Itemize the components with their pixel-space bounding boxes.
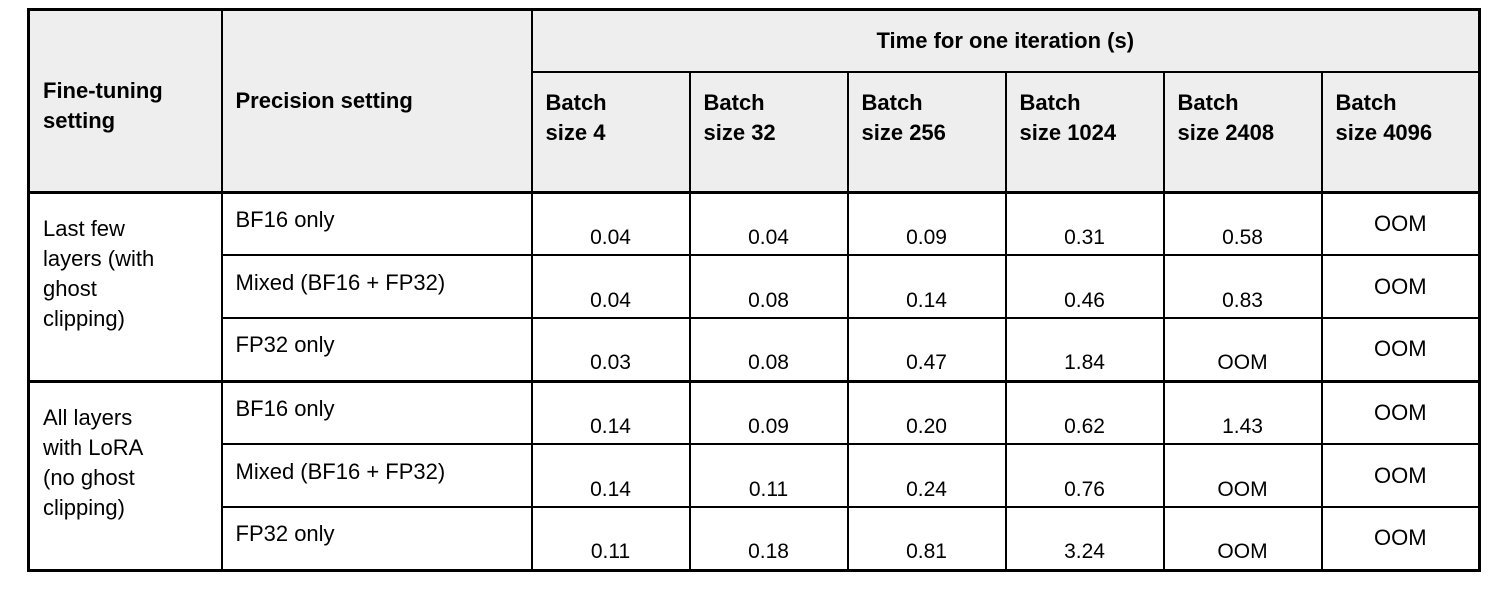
- value-cell: OOM: [1162, 443, 1323, 508]
- value-cell: 0.58: [1162, 190, 1323, 256]
- value-cell: 0.76: [1004, 443, 1165, 508]
- value-cell: 0.04: [530, 254, 691, 319]
- value-cell: 0.20: [846, 379, 1007, 445]
- header-batch-size-4: Batch size 4: [530, 71, 691, 193]
- precision-cell: FP32 only: [220, 317, 533, 382]
- header-batch-size-32: Batch size 32: [688, 71, 849, 193]
- value-cell: 1.43: [1162, 379, 1323, 445]
- value-cell: 0.08: [688, 254, 849, 319]
- value-cell: 1.84: [1004, 317, 1165, 382]
- group-setting-all-layers-lora: All layers with LoRA (no ghost clipping): [27, 379, 223, 571]
- value-cell: 0.24: [846, 443, 1007, 508]
- timing-table: Fine-tuning setting Precision setting Ti…: [27, 8, 1482, 572]
- table-row: Last few layers (with ghost clipping) BF…: [27, 190, 1481, 382]
- header-fine-tuning-setting: Fine-tuning setting: [27, 8, 223, 193]
- value-cell: 0.47: [846, 317, 1007, 382]
- value-cell: 0.62: [1004, 379, 1165, 445]
- group-setting-last-few-layers: Last few layers (with ghost clipping): [27, 190, 223, 382]
- value-cell: OOM: [1320, 254, 1481, 319]
- value-cell: 0.09: [688, 379, 849, 445]
- table-row: Batch size 4 Batch size 32 Batch size 25…: [29, 71, 1481, 193]
- value-cell: 0.11: [530, 506, 691, 571]
- value-cell: 0.14: [530, 379, 691, 445]
- value-cell: OOM: [1320, 317, 1481, 382]
- header-precision-setting: Precision setting: [220, 8, 533, 193]
- precision-cell: BF16 only: [220, 190, 533, 256]
- table-row: Mixed (BF16 + FP32) 0.14 0.11 0.24 0.76 …: [29, 443, 1481, 508]
- value-cell: 0.08: [688, 317, 849, 382]
- table-row: FP32 only 0.11 0.18 0.81 3.24 OOM OOM: [29, 506, 1481, 571]
- value-cell: 0.04: [530, 190, 691, 256]
- precision-cell: FP32 only: [220, 506, 533, 571]
- value-cell: 0.04: [688, 190, 849, 256]
- table-row: Mixed (BF16 + FP32) 0.04 0.08 0.14 0.46 …: [29, 254, 1481, 319]
- precision-cell: BF16 only: [220, 379, 533, 445]
- value-cell: OOM: [1162, 506, 1323, 571]
- value-cell: 3.24: [1004, 506, 1165, 571]
- header-batch-size-1024: Batch size 1024: [1004, 71, 1165, 193]
- value-cell: 0.11: [688, 443, 849, 508]
- value-cell: 0.09: [846, 190, 1007, 256]
- precision-cell: Mixed (BF16 + FP32): [220, 254, 533, 319]
- value-cell: OOM: [1320, 443, 1481, 508]
- table-container: Fine-tuning setting Precision setting Ti…: [27, 8, 1482, 572]
- value-cell: 0.14: [846, 254, 1007, 319]
- value-cell: OOM: [1320, 506, 1481, 571]
- value-cell: 0.31: [1004, 190, 1165, 256]
- value-cell: 0.18: [688, 506, 849, 571]
- header-batch-size-256: Batch size 256: [846, 71, 1007, 193]
- header-time-for-one-iteration: Time for one iteration (s): [530, 8, 1481, 73]
- value-cell: OOM: [1320, 379, 1481, 445]
- value-cell: 0.03: [530, 317, 691, 382]
- header-batch-size-2408: Batch size 2408: [1162, 71, 1323, 193]
- value-cell: 0.81: [846, 506, 1007, 571]
- value-cell: 0.46: [1004, 254, 1165, 319]
- table-row: FP32 only 0.03 0.08 0.47 1.84 OOM OOM: [29, 317, 1481, 382]
- value-cell: OOM: [1162, 317, 1323, 382]
- value-cell: OOM: [1320, 190, 1481, 256]
- value-cell: 0.83: [1162, 254, 1323, 319]
- precision-cell: Mixed (BF16 + FP32): [220, 443, 533, 508]
- table-row: Fine-tuning setting Precision setting Ti…: [27, 8, 1481, 193]
- header-batch-size-4096: Batch size 4096: [1320, 71, 1481, 193]
- value-cell: 0.14: [530, 443, 691, 508]
- table-row: All layers with LoRA (no ghost clipping)…: [27, 379, 1481, 571]
